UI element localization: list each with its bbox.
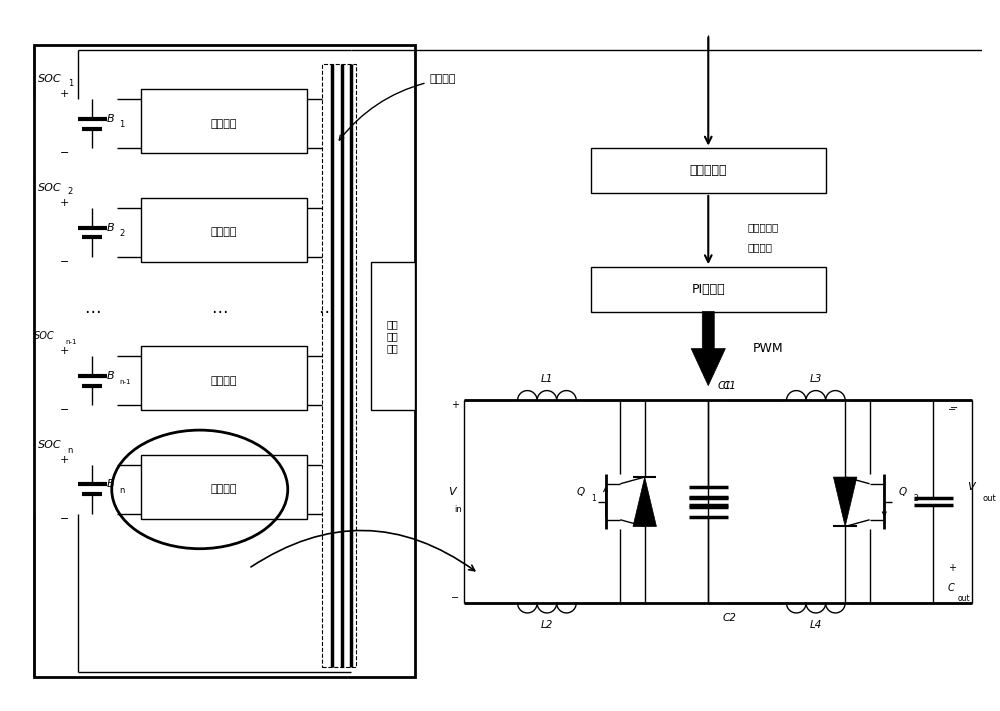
Text: +: + — [60, 198, 69, 208]
Text: L1: L1 — [541, 374, 553, 384]
Text: C1: C1 — [718, 380, 732, 390]
Text: PI控制器: PI控制器 — [691, 283, 725, 296]
Text: +: + — [948, 564, 956, 574]
Text: C2: C2 — [723, 613, 737, 623]
Text: +: + — [60, 455, 69, 465]
Text: −: − — [60, 257, 69, 267]
Text: 2: 2 — [120, 229, 125, 238]
Text: L3: L3 — [810, 374, 822, 384]
Text: L4: L4 — [810, 620, 822, 630]
Text: in: in — [454, 506, 462, 514]
Text: −: − — [60, 514, 69, 524]
Text: ⋯: ⋯ — [84, 302, 100, 321]
Text: SOC: SOC — [38, 440, 62, 450]
Bar — [141, 89, 307, 154]
Text: V: V — [967, 482, 975, 492]
Text: −: − — [60, 405, 69, 415]
Text: 均衡电流或: 均衡电流或 — [747, 223, 779, 232]
Text: Q: Q — [576, 487, 584, 497]
Polygon shape — [691, 311, 725, 385]
Text: +: + — [451, 400, 459, 410]
Bar — [141, 346, 307, 410]
Polygon shape — [833, 477, 857, 526]
Text: 总线电压: 总线电压 — [747, 242, 772, 252]
Text: PWM: PWM — [752, 342, 783, 355]
Bar — [34, 45, 415, 677]
Text: B: B — [107, 370, 114, 381]
Bar — [141, 198, 307, 262]
Text: SOC: SOC — [38, 183, 62, 193]
Text: C1: C1 — [723, 380, 737, 390]
Text: −: − — [948, 405, 956, 415]
Text: C: C — [948, 583, 955, 593]
Text: SOC: SOC — [38, 74, 62, 85]
Text: +: + — [60, 89, 69, 99]
Text: SOC: SOC — [34, 331, 54, 341]
Text: 2: 2 — [68, 188, 73, 196]
Text: n-1: n-1 — [66, 339, 77, 345]
Bar — [371, 262, 415, 410]
Text: out: out — [982, 494, 996, 503]
Polygon shape — [633, 477, 656, 526]
Text: 均衡电路: 均衡电路 — [211, 375, 237, 385]
Text: 均衡电路: 均衡电路 — [211, 119, 237, 129]
Text: 1: 1 — [591, 494, 596, 503]
Text: B: B — [107, 479, 114, 489]
Text: 预测控制器: 预测控制器 — [690, 164, 727, 177]
Text: V: V — [448, 487, 456, 497]
Text: n-1: n-1 — [120, 379, 131, 385]
Text: Q: Q — [899, 487, 907, 497]
Bar — [322, 65, 356, 668]
Text: ⋯: ⋯ — [211, 302, 228, 321]
Text: −: − — [451, 593, 459, 603]
Text: 均衡电路: 均衡电路 — [211, 228, 237, 237]
Text: 均衡电路: 均衡电路 — [211, 484, 237, 494]
Text: −: − — [60, 149, 69, 159]
Text: L2: L2 — [541, 620, 553, 630]
Bar — [591, 149, 826, 193]
Text: 1: 1 — [68, 79, 73, 87]
Text: 能量总线: 能量总线 — [339, 74, 456, 140]
Text: −: − — [950, 403, 958, 413]
Text: n: n — [68, 447, 73, 455]
Bar — [591, 267, 826, 311]
Text: +: + — [60, 346, 69, 356]
Text: n: n — [120, 486, 125, 495]
Text: B: B — [107, 114, 114, 124]
Text: B: B — [107, 223, 114, 232]
Text: ⋯: ⋯ — [319, 302, 335, 321]
Text: 1: 1 — [120, 120, 125, 129]
Bar — [141, 455, 307, 519]
Text: 2: 2 — [914, 494, 918, 503]
Text: out: out — [958, 594, 970, 603]
Text: 充电
放电
回路: 充电 放电 回路 — [387, 320, 399, 353]
